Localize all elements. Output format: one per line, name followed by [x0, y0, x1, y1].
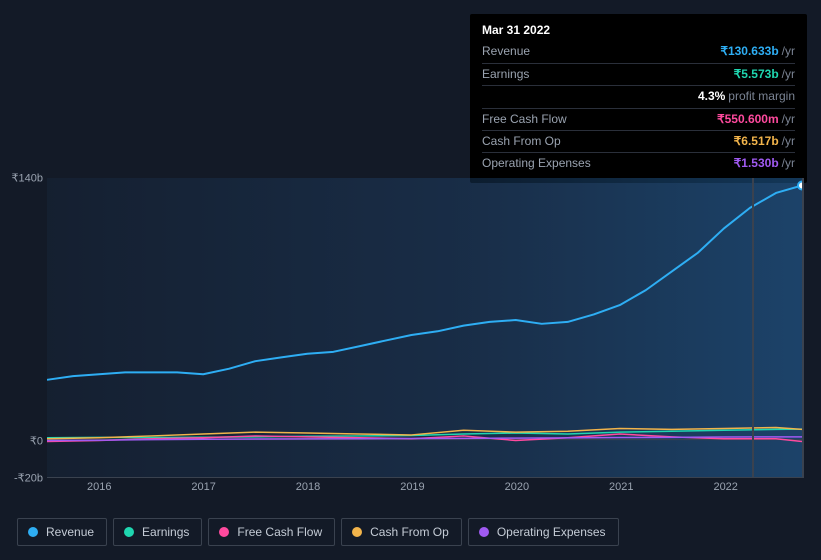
chart-plot[interactable]: 2016201720182019202020212022 — [47, 178, 804, 478]
legend-dot-icon — [479, 527, 489, 537]
legend-label: Operating Expenses — [497, 525, 606, 539]
legend-label: Free Cash Flow — [237, 525, 322, 539]
tooltip-row-label: Free Cash Flow — [482, 111, 567, 128]
chart-legend: Revenue Earnings Free Cash Flow Cash From O… — [17, 518, 619, 546]
series-endpoint-dot — [798, 181, 802, 189]
x-axis-label: 2018 — [296, 481, 320, 493]
legend-dot-icon — [219, 527, 229, 537]
x-axis-label: 2019 — [400, 481, 424, 493]
y-axis-label: ₹140b — [12, 172, 43, 185]
legend-label: Cash From Op — [370, 525, 449, 539]
legend-item[interactable]: Revenue — [17, 518, 107, 546]
y-axis-label: -₹20b — [14, 472, 43, 485]
tooltip-row-value: ₹5.573b/yr — [734, 66, 795, 83]
tooltip-row: Free Cash Flow ₹550.600m/yr — [482, 108, 795, 130]
legend-label: Revenue — [46, 525, 94, 539]
tooltip-row-label: Earnings — [482, 66, 529, 83]
tooltip-date: Mar 31 2022 — [482, 22, 795, 41]
x-axis-label: 2021 — [609, 481, 633, 493]
x-axis-label: 2020 — [505, 481, 529, 493]
tooltip-row-value: 4.3%profit margin — [698, 88, 795, 105]
tooltip-row-label: Cash From Op — [482, 133, 561, 150]
tooltip-row-value: ₹550.600m/yr — [717, 111, 795, 128]
x-axis-label: 2022 — [713, 481, 737, 493]
tooltip-row: Cash From Op ₹6.517b/yr — [482, 130, 795, 152]
x-axis-label: 2016 — [87, 481, 111, 493]
legend-label: Earnings — [142, 525, 189, 539]
legend-item[interactable]: Earnings — [113, 518, 202, 546]
x-axis-label: 2017 — [191, 481, 215, 493]
tooltip-row: Earnings ₹5.573b/yr — [482, 63, 795, 85]
legend-dot-icon — [352, 527, 362, 537]
series-line — [47, 185, 802, 379]
tooltip-row: 4.3%profit margin — [482, 85, 795, 107]
legend-dot-icon — [28, 527, 38, 537]
legend-item[interactable]: Cash From Op — [341, 518, 462, 546]
y-axis-label: ₹0 — [30, 434, 43, 447]
tooltip-row-value: ₹6.517b/yr — [734, 133, 795, 150]
tooltip-row: Revenue ₹130.633b/yr — [482, 41, 795, 62]
chart-tooltip: Mar 31 2022 Revenue ₹130.633b/yr Earnings ₹… — [470, 14, 807, 183]
tooltip-row-value: ₹130.633b/yr — [720, 43, 795, 60]
chart-cursor-line — [752, 178, 754, 477]
legend-dot-icon — [124, 527, 134, 537]
chart-area: 2016201720182019202020212022 ₹140b₹0-₹20… — [17, 160, 804, 505]
tooltip-row-label: Revenue — [482, 43, 530, 60]
legend-item[interactable]: Free Cash Flow — [208, 518, 335, 546]
legend-item[interactable]: Operating Expenses — [468, 518, 619, 546]
